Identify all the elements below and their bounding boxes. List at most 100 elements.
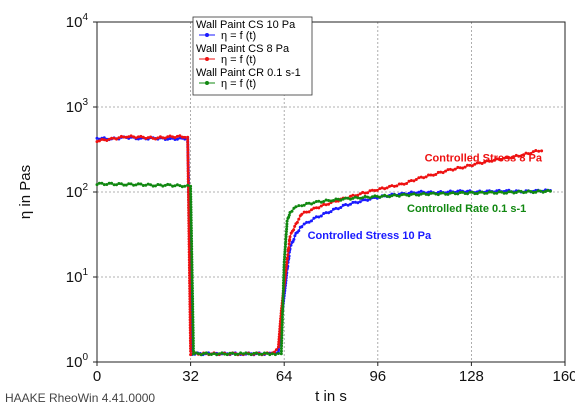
data-point: [466, 189, 469, 193]
x-axis-ticks: 0 32 64 96 128 160: [93, 362, 575, 385]
data-point: [297, 217, 301, 221]
data-point: [190, 234, 193, 238]
data-point: [280, 336, 284, 340]
data-point: [279, 347, 283, 350]
data-point: [156, 183, 160, 186]
data-point: [470, 164, 474, 168]
data-point: [186, 141, 190, 144]
data-point: [444, 192, 448, 196]
data-point: [209, 353, 213, 356]
data-point: [392, 193, 396, 197]
data-point: [105, 139, 109, 142]
data-point: [417, 190, 421, 194]
data-point: [509, 156, 513, 160]
data-point: [190, 265, 194, 269]
data-point: [446, 190, 450, 194]
data-point: [422, 191, 426, 195]
data-point: [187, 234, 191, 238]
data-point: [294, 205, 298, 209]
data-point: [295, 220, 299, 224]
data-point: [282, 273, 286, 277]
data-point: [281, 310, 285, 314]
data-point: [292, 228, 296, 232]
data-point: [375, 194, 379, 198]
data-point: [279, 349, 283, 353]
data-point: [187, 224, 191, 228]
data-point: [95, 183, 99, 187]
data-point: [187, 263, 191, 267]
data-point: [183, 135, 187, 139]
data-point: [220, 351, 224, 355]
data-point: [334, 197, 338, 201]
data-point: [191, 292, 194, 295]
data-point: [100, 181, 104, 185]
series-annotation: Controlled Stress 8 Pa: [425, 152, 543, 164]
data-point: [249, 353, 253, 357]
data-point: [322, 212, 326, 215]
data-point: [478, 161, 482, 165]
legend-marker-swatch: [205, 33, 209, 37]
data-point: [187, 195, 190, 199]
data-point: [512, 155, 516, 159]
data-point: [151, 136, 155, 140]
data-point: [417, 193, 421, 197]
data-point: [168, 137, 172, 141]
data-point: [526, 152, 530, 156]
data-point: [191, 331, 195, 335]
data-point: [461, 190, 465, 194]
data-point: [281, 286, 285, 290]
data-point: [277, 335, 281, 339]
data-point: [186, 138, 190, 142]
data-point: [287, 213, 291, 217]
data-point: [529, 152, 533, 156]
data-point: [497, 190, 501, 194]
data-point: [500, 190, 504, 194]
data-point: [191, 326, 195, 330]
data-point: [191, 315, 195, 319]
y-tick-label: 102: [66, 182, 89, 201]
data-point: [186, 169, 190, 173]
data-point: [446, 192, 450, 196]
data-point: [191, 299, 195, 303]
series-line: [96, 135, 542, 355]
data-point: [112, 183, 116, 187]
data-point: [427, 173, 430, 177]
data-point: [187, 245, 191, 249]
data-point: [187, 203, 191, 207]
data-point: [310, 219, 313, 223]
data-point: [548, 189, 552, 193]
data-point: [483, 160, 487, 164]
data-point: [282, 258, 286, 261]
data-point: [302, 203, 306, 207]
data-point: [485, 191, 489, 195]
data-point: [188, 279, 192, 283]
data-point: [317, 206, 321, 210]
data-point: [302, 210, 306, 214]
data-point: [191, 339, 195, 343]
data-point: [283, 245, 287, 249]
data-point: [297, 229, 301, 233]
data-point: [456, 165, 460, 169]
data-point: [349, 202, 352, 206]
data-point: [175, 137, 179, 141]
data-point: [188, 339, 192, 343]
data-point: [312, 201, 316, 205]
data-point: [407, 194, 411, 198]
data-point: [187, 198, 190, 202]
data-point: [186, 177, 190, 181]
data-point: [187, 266, 191, 270]
data-point: [187, 219, 191, 223]
data-point: [189, 344, 192, 348]
data-point: [281, 297, 285, 301]
data-point: [228, 351, 232, 355]
data-point: [470, 190, 474, 194]
data-point: [390, 194, 394, 198]
data-point: [188, 271, 191, 275]
data-point: [280, 323, 284, 327]
data-point: [186, 156, 190, 160]
data-point: [293, 234, 297, 238]
data-point: [280, 328, 284, 332]
data-point: [115, 137, 118, 141]
data-point: [505, 191, 508, 195]
data-point: [351, 196, 355, 200]
